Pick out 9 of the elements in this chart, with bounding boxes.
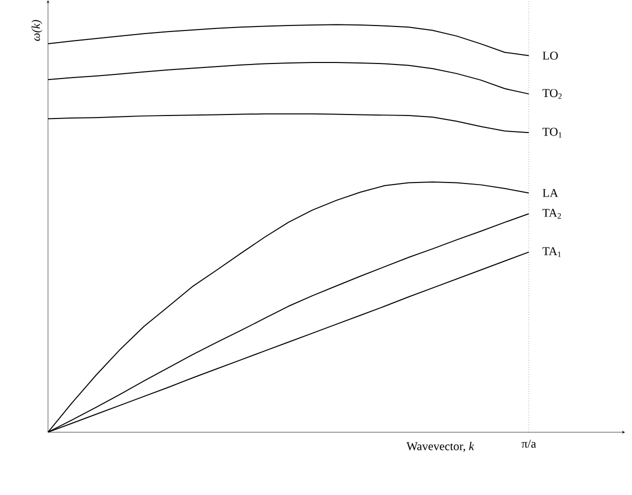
series-label: TA$_{2}$ bbox=[542, 208, 561, 218]
text: π/a bbox=[522, 440, 536, 448]
y-axis-title: ω(k) bbox=[32, 20, 42, 41]
series-label: LO bbox=[542, 52, 558, 60]
x-axis-title: Wavevector, k bbox=[406, 442, 474, 452]
series-label: TO$_{1}$ bbox=[542, 128, 562, 138]
series-label: LA bbox=[542, 188, 558, 197]
series-label: TO$_{2}$ bbox=[542, 88, 562, 99]
series-label: TA$_{1}$ bbox=[542, 247, 561, 257]
